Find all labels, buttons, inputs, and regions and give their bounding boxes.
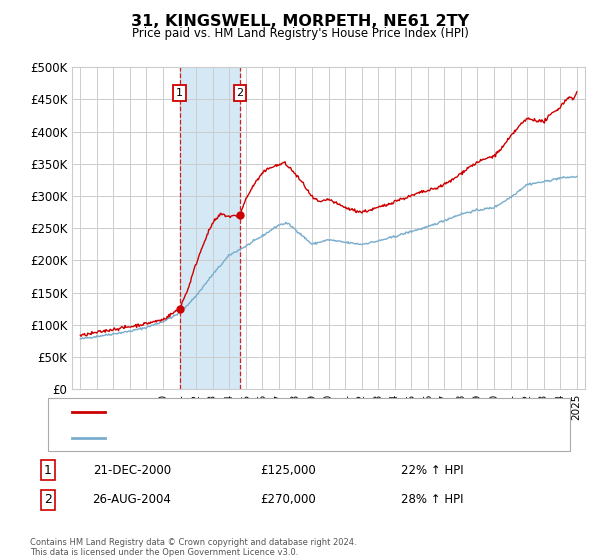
Bar [179, 67, 240, 389]
Text: HPI: Average price, detached house, Northumberland: HPI: Average price, detached house, Nort… [111, 432, 403, 442]
Text: 22% ↑ HPI: 22% ↑ HPI [401, 464, 463, 477]
Text: 1: 1 [176, 88, 183, 98]
Text: £125,000: £125,000 [260, 464, 316, 477]
Text: 1: 1 [44, 464, 52, 477]
Text: 31, KINGSWELL, MORPETH, NE61 2TY: 31, KINGSWELL, MORPETH, NE61 2TY [131, 14, 469, 29]
Text: 28% ↑ HPI: 28% ↑ HPI [401, 493, 463, 506]
Text: £270,000: £270,000 [260, 493, 316, 506]
Text: 31, KINGSWELL, MORPETH, NE61 2TY (detached house): 31, KINGSWELL, MORPETH, NE61 2TY (detach… [111, 408, 415, 418]
Text: 21-DEC-2000: 21-DEC-2000 [93, 464, 171, 477]
Text: Price paid vs. HM Land Registry's House Price Index (HPI): Price paid vs. HM Land Registry's House … [131, 27, 469, 40]
Text: 2: 2 [44, 493, 52, 506]
Text: Contains HM Land Registry data © Crown copyright and database right 2024.
This d: Contains HM Land Registry data © Crown c… [30, 538, 356, 557]
Text: 2: 2 [236, 88, 244, 98]
Text: 26-AUG-2004: 26-AUG-2004 [92, 493, 172, 506]
